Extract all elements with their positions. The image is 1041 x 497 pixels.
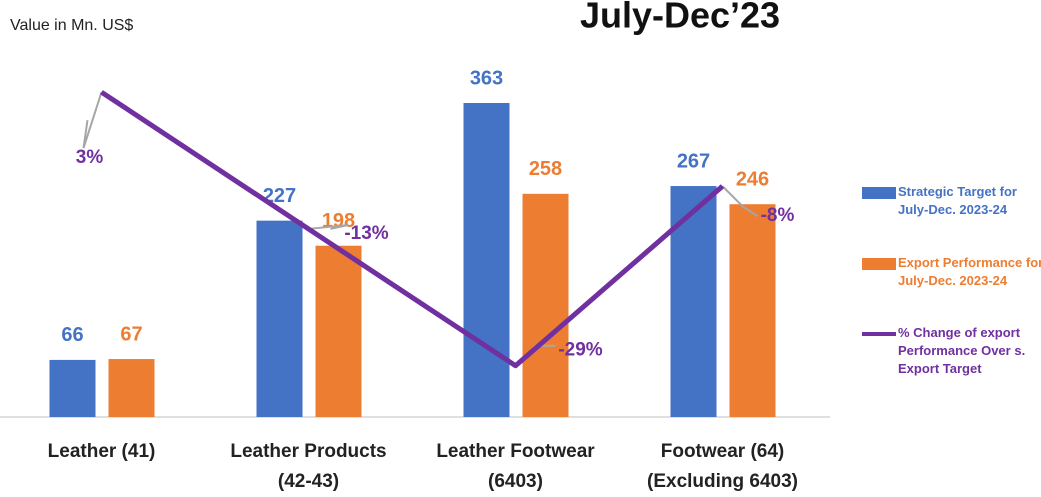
chart-title: July-Dec’23 bbox=[580, 0, 780, 36]
x-tick-label: Leather Footwear bbox=[436, 441, 595, 462]
bar bbox=[108, 359, 155, 417]
data-label: 3% bbox=[76, 147, 104, 168]
bar bbox=[522, 193, 569, 417]
bar bbox=[670, 186, 717, 417]
x-tick-label: Leather (41) bbox=[48, 441, 156, 462]
legend-label: Export Performance for July-Dec. 2023-24 bbox=[898, 255, 1041, 288]
leader-line bbox=[82, 91, 103, 149]
data-label: -29% bbox=[558, 340, 602, 361]
data-label: -13% bbox=[344, 223, 388, 244]
leader-line bbox=[308, 223, 349, 230]
leader-line bbox=[721, 185, 759, 218]
line bbox=[100, 90, 725, 369]
bar bbox=[315, 245, 362, 417]
data-label: -8% bbox=[761, 205, 795, 226]
x-tick-label: Footwear (64) bbox=[661, 441, 785, 462]
x-tick-label: (6403) bbox=[488, 471, 543, 492]
data-label: 246 bbox=[736, 168, 769, 190]
bar bbox=[463, 103, 510, 417]
data-label: 67 bbox=[120, 323, 142, 345]
bar bbox=[49, 359, 96, 417]
y-axis-label: Value in Mn. US$ bbox=[10, 17, 133, 34]
x-tick-label: Leather Products bbox=[230, 441, 386, 462]
data-label: 363 bbox=[470, 67, 503, 89]
legend-swatch bbox=[862, 187, 896, 199]
x-tick-label: (Excluding 6403) bbox=[647, 471, 798, 492]
x-tick-label: (42-43) bbox=[278, 471, 339, 492]
bar bbox=[256, 220, 303, 417]
bar bbox=[729, 204, 776, 417]
legend-label: Strategic Target for July-Dec. 2023-24 bbox=[898, 184, 1021, 217]
data-label: 267 bbox=[677, 150, 710, 172]
data-label: 258 bbox=[529, 158, 562, 180]
legend-label: % Change of export Performance Over s. E… bbox=[898, 325, 1029, 376]
legend-swatch bbox=[862, 258, 896, 270]
data-label: 66 bbox=[61, 324, 83, 346]
